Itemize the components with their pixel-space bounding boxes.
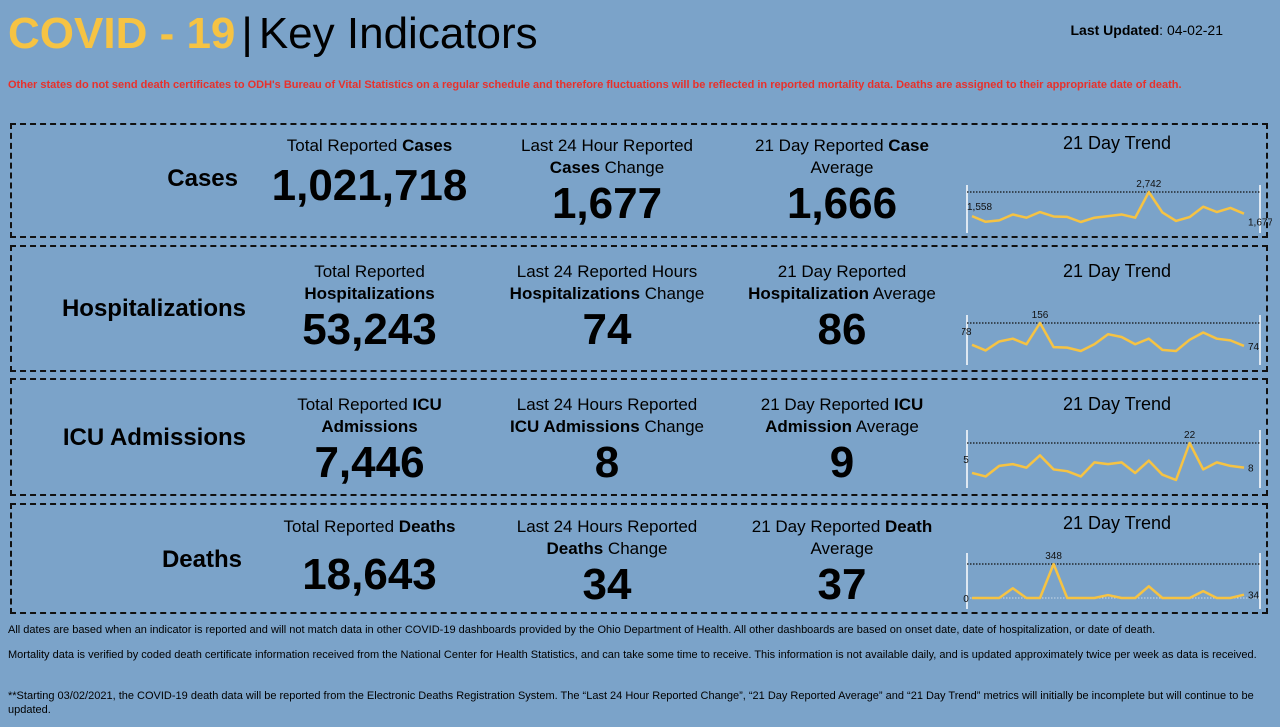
metric-value: 1,666 — [786, 179, 898, 228]
mortality-warning: Other states do not send death certifica… — [8, 79, 1182, 91]
trend-title: 21 Day Trend — [1062, 133, 1172, 153]
footnote-edrs: **Starting 03/02/2021, the COVID-19 deat… — [8, 690, 1254, 716]
cases-24h-change: Last 24 Hour Reported Cases Change 1,677 — [492, 135, 722, 229]
svg-text:5: 5 — [963, 455, 969, 466]
metric-value: 86 — [817, 305, 867, 354]
page-title: COVID - 19 | Key Indicators — [8, 8, 538, 60]
icu-24h-change: Last 24 Hours Reported ICU Admissions Ch… — [492, 394, 722, 488]
title-rest: Key Indicators — [258, 9, 538, 58]
svg-text:34: 34 — [1248, 591, 1260, 602]
trend-title: 21 Day Trend — [1062, 394, 1172, 414]
trend-title: 21 Day Trend — [1062, 261, 1172, 281]
svg-text:74: 74 — [1248, 342, 1260, 353]
hospitalizations-panel: Hospitalizations Total Reported Hospital… — [10, 245, 1268, 372]
svg-text:8: 8 — [1248, 464, 1254, 475]
row-label: ICU Admissions — [62, 424, 246, 451]
sparkline: 22 5 8 — [963, 430, 1261, 488]
icu-admissions-panel: ICU Admissions Total Reported ICU Admiss… — [10, 378, 1268, 496]
total-hospitalizations: Total Reported Hospitalizations 53,243 — [262, 261, 477, 355]
row-label: Hospitalizations — [61, 295, 246, 322]
footnote-dates: All dates are based when an indicator is… — [8, 624, 1156, 636]
metric-value: 53,243 — [302, 305, 437, 354]
svg-text:2,742: 2,742 — [1136, 179, 1161, 190]
sparkline: 348 0 34 — [963, 551, 1261, 609]
svg-text:78: 78 — [962, 327, 972, 338]
hospitalizations-21day-average: 21 Day Reported Hospitalization Average … — [727, 261, 957, 355]
cases-trend-chart: 21 Day Trend 2,742 1,558 1,677 — [962, 125, 1272, 236]
footnote-mortality: Mortality data is verified by coded deat… — [8, 649, 1257, 661]
hospitalizations-trend-chart: 21 Day Trend 156 78 74 — [962, 247, 1272, 370]
row-label: Deaths — [161, 546, 242, 573]
metric-value: 1,021,718 — [271, 161, 468, 210]
last-updated-value: : 04-02-21 — [1159, 22, 1223, 38]
deaths-panel: Deaths Total Reported Deaths 18,643 Last… — [10, 503, 1268, 614]
svg-text:348: 348 — [1045, 551, 1062, 562]
total-deaths: Total Reported Deaths 18,643 — [262, 516, 477, 600]
svg-text:22: 22 — [1184, 430, 1196, 441]
metric-value: 9 — [829, 438, 855, 487]
metric-value: 8 — [594, 438, 620, 487]
svg-text:1,677: 1,677 — [1248, 218, 1272, 229]
deaths-24h-change: Last 24 Hours Reported Deaths Change 34 — [492, 516, 722, 610]
title-highlight: COVID - 19 — [8, 9, 236, 58]
trend-title: 21 Day Trend — [1062, 513, 1172, 533]
metric-value: 37 — [817, 560, 867, 609]
row-label: Cases — [167, 165, 238, 192]
svg-text:156: 156 — [1032, 310, 1049, 321]
title-separator: | — [241, 9, 253, 58]
hospitalizations-24h-change: Last 24 Reported Hours Hospitalizations … — [492, 261, 722, 355]
svg-text:0: 0 — [963, 594, 969, 605]
deaths-21day-average: 21 Day Reported Death Average 37 — [727, 516, 957, 610]
total-icu-admissions: Total Reported ICU Admissions 7,446 — [262, 394, 477, 488]
last-updated-label: Last Updated — [1070, 22, 1160, 38]
icu-trend-chart: 21 Day Trend 22 5 8 — [962, 380, 1272, 494]
last-updated: Last Updated: 04-02-21 — [1070, 22, 1223, 38]
sparkline: 2,742 1,558 1,677 — [966, 179, 1272, 233]
metric-value: 1,677 — [551, 179, 663, 228]
metric-value: 74 — [582, 305, 632, 354]
icu-21day-average: 21 Day Reported ICU Admission Average 9 — [727, 394, 957, 488]
metric-value: 18,643 — [302, 550, 437, 599]
deaths-trend-chart: 21 Day Trend 348 0 34 — [962, 505, 1272, 612]
svg-text:1,558: 1,558 — [967, 202, 992, 213]
sparkline: 156 78 74 — [962, 310, 1261, 365]
cases-panel: Cases Total Reported Cases 1,021,718 Las… — [10, 123, 1272, 238]
total-cases: Total Reported Cases 1,021,718 — [262, 135, 477, 211]
metric-value: 34 — [582, 560, 632, 609]
metric-value: 7,446 — [314, 438, 425, 487]
cases-21day-average: 21 Day Reported Case Average 1,666 — [727, 135, 957, 229]
